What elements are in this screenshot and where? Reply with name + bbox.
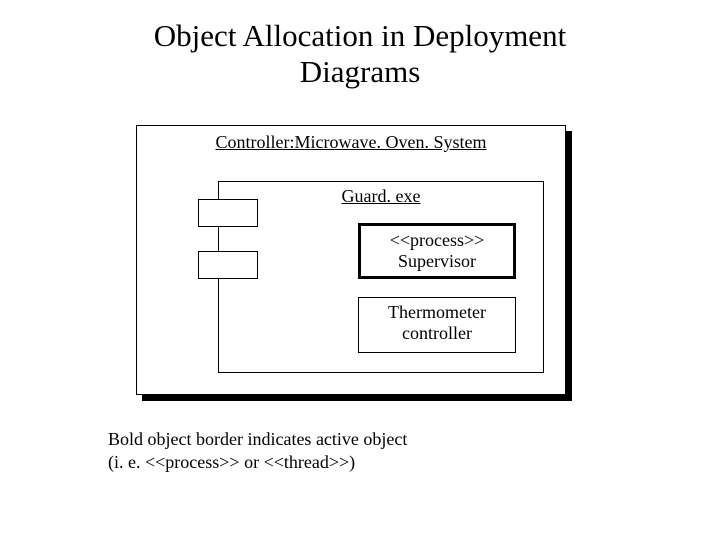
thermometer-object: Thermometer controller <box>358 297 516 353</box>
deployment-diagram: Controller:Microwave. Oven. System Guard… <box>136 125 574 403</box>
component-tab-1 <box>198 199 258 227</box>
supervisor-name: Supervisor <box>398 251 476 271</box>
component-label: Guard. exe <box>219 182 543 207</box>
component-tab-2 <box>198 251 258 279</box>
title-line-1: Object Allocation in Deployment <box>154 18 566 53</box>
thermometer-line-2: controller <box>402 323 472 343</box>
supervisor-text: <<process>> Supervisor <box>361 226 513 271</box>
caption: Bold object border indicates active obje… <box>108 428 407 473</box>
thermometer-text: Thermometer controller <box>359 298 515 343</box>
thermometer-line-1: Thermometer <box>388 302 486 322</box>
title-line-2: Diagrams <box>300 54 421 89</box>
caption-line-2: (i. e. <<process>> or <<thread>>) <box>108 452 355 472</box>
supervisor-stereotype: <<process>> <box>390 230 485 250</box>
page-title: Object Allocation in Deployment Diagrams <box>0 0 720 89</box>
supervisor-object: <<process>> Supervisor <box>358 223 516 279</box>
node-label: Controller:Microwave. Oven. System <box>137 126 565 153</box>
caption-line-1: Bold object border indicates active obje… <box>108 429 407 449</box>
